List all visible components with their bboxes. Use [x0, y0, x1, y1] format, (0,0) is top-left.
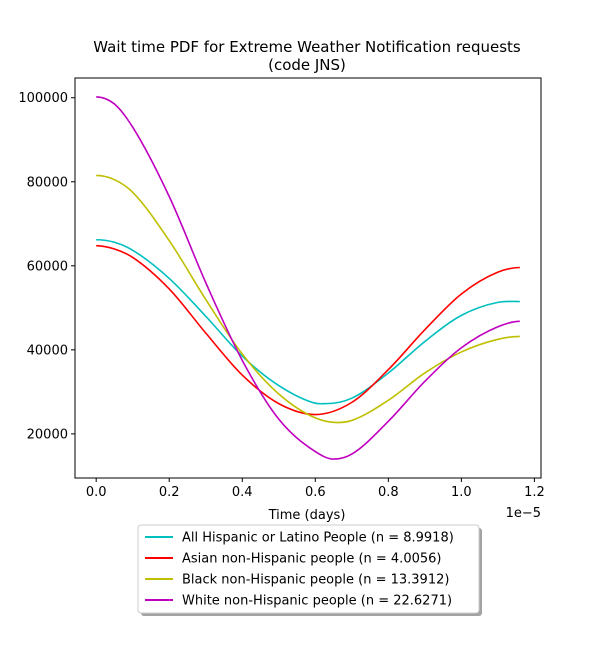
legend-label-1: All Hispanic or Latino People (n = 8.991…: [182, 531, 454, 546]
y-tick-label: 40000: [27, 343, 68, 358]
legend-label-4: White non-Hispanic people (n = 22.6271): [182, 594, 452, 609]
x-tick-label: 0.6: [305, 485, 326, 500]
y-tick-label: 100000: [18, 91, 68, 106]
x-tick-label: 1.0: [451, 485, 472, 500]
legend-label-2: Asian non-Hispanic people (n = 4.0056): [182, 552, 441, 567]
x-tick-label: 0.0: [86, 485, 107, 500]
y-tick-label: 80000: [27, 175, 68, 190]
series-layer: [96, 96, 520, 460]
y-axis: 20000 40000 60000 80000 100000: [18, 91, 75, 442]
x-axis: 0.0 0.2 0.4 0.6 0.8 1.0 1.2: [86, 478, 545, 500]
legend: All Hispanic or Latino People (n = 8.991…: [137, 524, 482, 616]
legend-box: [137, 524, 480, 614]
axes-frame: [74, 77, 542, 479]
y-tick-label: 20000: [27, 427, 68, 442]
series-line-4: [96, 96, 520, 460]
chart-title-line-1: Wait time PDF for Extreme Weather Notifi…: [93, 38, 521, 56]
y-tick-label: 60000: [27, 259, 68, 274]
x-tick-label: 0.4: [232, 485, 253, 500]
x-tick-label: 0.2: [159, 485, 180, 500]
x-axis-offset-text: 1e−5: [506, 506, 541, 521]
x-tick-label: 0.8: [378, 485, 399, 500]
series-line-1: [96, 238, 520, 405]
x-tick-label: 1.2: [524, 485, 545, 500]
series-line-2: [96, 244, 520, 416]
legend-items: All Hispanic or Latino People (n = 8.991…: [145, 531, 454, 609]
x-axis-label: Time (days): [268, 508, 346, 523]
legend-label-3: Black non-Hispanic people (n = 13.3912): [182, 573, 449, 588]
chart-title-line-2: (code JNS): [268, 56, 346, 74]
